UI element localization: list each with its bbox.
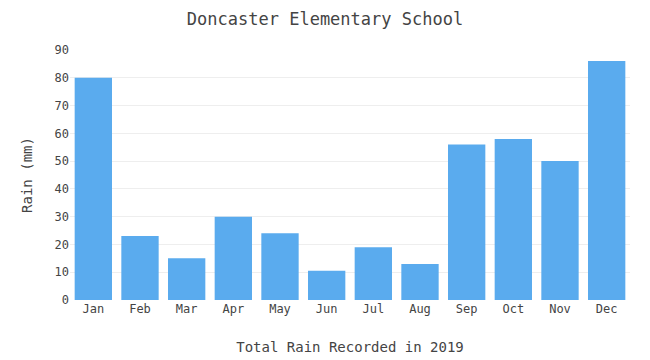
- svg-text:70: 70: [55, 99, 69, 113]
- svg-text:Jul: Jul: [362, 302, 384, 316]
- svg-text:Feb: Feb: [129, 302, 151, 316]
- svg-text:Oct: Oct: [502, 302, 524, 316]
- svg-text:Jan: Jan: [82, 302, 104, 316]
- svg-text:40: 40: [55, 182, 69, 196]
- svg-text:90: 90: [55, 43, 69, 57]
- svg-text:30: 30: [55, 210, 69, 224]
- svg-text:Doncaster Elementary School: Doncaster Elementary School: [187, 9, 463, 29]
- svg-text:80: 80: [55, 71, 69, 85]
- svg-text:Total Rain Recorded in 2019: Total Rain Recorded in 2019: [236, 339, 464, 355]
- svg-text:60: 60: [55, 127, 69, 141]
- svg-text:Jun: Jun: [316, 302, 338, 316]
- svg-text:Nov: Nov: [549, 302, 571, 316]
- svg-text:20: 20: [55, 238, 69, 252]
- svg-text:Apr: Apr: [222, 302, 244, 316]
- svg-text:Aug: Aug: [409, 302, 431, 316]
- svg-text:Rain (mm): Rain (mm): [19, 137, 35, 213]
- svg-text:0: 0: [62, 293, 69, 307]
- svg-text:10: 10: [55, 265, 69, 279]
- svg-text:50: 50: [55, 154, 69, 168]
- svg-text:Dec: Dec: [596, 302, 618, 316]
- svg-text:Sep: Sep: [456, 302, 478, 316]
- svg-text:Mar: Mar: [176, 302, 198, 316]
- svg-text:May: May: [269, 302, 291, 316]
